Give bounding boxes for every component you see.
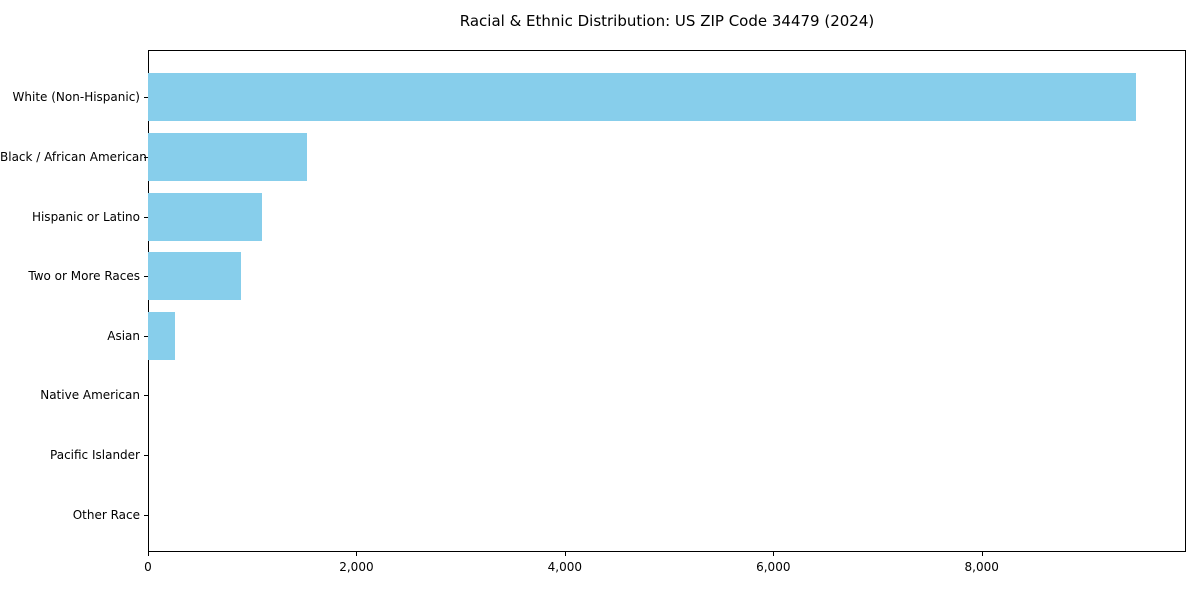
y-tick-label: Black / African American <box>0 149 147 164</box>
y-tick-mark <box>144 97 148 99</box>
y-tick-mark <box>144 276 148 278</box>
bar <box>148 311 176 360</box>
x-tick-mark <box>773 552 775 556</box>
y-tick-mark <box>144 395 148 397</box>
x-tick-label: 2,000 <box>339 560 374 574</box>
x-tick-label: 0 <box>144 560 152 574</box>
y-tick-label: Native American <box>40 388 140 403</box>
chart-title: Racial & Ethnic Distribution: US ZIP Cod… <box>459 12 875 30</box>
plot-area <box>148 50 1186 552</box>
y-tick-mark <box>144 514 148 516</box>
y-tick-label: Pacific Islander <box>50 448 140 463</box>
y-tick-label: Asian <box>107 328 140 343</box>
y-tick-label: White (Non-Hispanic) <box>12 90 140 105</box>
bar <box>148 192 262 241</box>
bar <box>148 252 241 301</box>
x-tick-mark <box>981 552 983 556</box>
x-tick-label: 6,000 <box>756 560 791 574</box>
y-tick-mark <box>144 455 148 457</box>
y-tick-mark <box>144 156 148 158</box>
bar <box>148 132 308 181</box>
x-tick-mark <box>564 552 566 556</box>
x-tick-mark <box>356 552 358 556</box>
x-tick-label: 8,000 <box>964 560 999 574</box>
y-tick-label: Other Race <box>72 507 140 522</box>
x-tick-label: 4,000 <box>547 560 583 574</box>
y-tick-label: Hispanic or Latino <box>31 209 140 224</box>
x-tick-mark <box>148 552 149 556</box>
y-tick-mark <box>144 216 148 218</box>
y-tick-mark <box>144 335 148 337</box>
y-tick-label: Two or More Races <box>28 269 140 284</box>
bar <box>148 73 1136 122</box>
